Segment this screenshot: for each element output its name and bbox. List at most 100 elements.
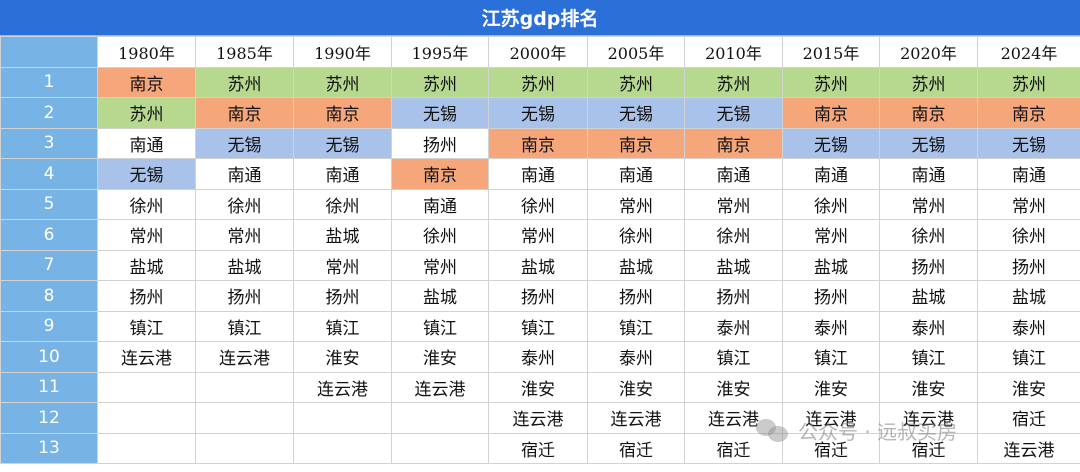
city-cell[interactable]: 苏州 (488, 66, 588, 98)
city-cell[interactable]: 无锡 (97, 158, 196, 190)
city-cell[interactable]: 连云港 (391, 371, 489, 403)
city-cell[interactable] (293, 402, 392, 434)
city-cell[interactable]: 泰州 (488, 341, 588, 373)
city-cell[interactable]: 宿迁 (977, 402, 1080, 434)
city-cell[interactable]: 南通 (391, 188, 489, 220)
city-cell[interactable]: 南通 (782, 158, 880, 190)
city-cell[interactable]: 淮安 (391, 341, 489, 373)
city-cell[interactable]: 常州 (587, 188, 685, 220)
city-cell[interactable]: 连云港 (684, 402, 783, 434)
city-cell[interactable]: 盐城 (293, 219, 392, 251)
year-header[interactable]: 1985年 (195, 36, 294, 68)
city-cell[interactable]: 无锡 (684, 97, 783, 129)
city-cell[interactable]: 苏州 (684, 66, 783, 98)
city-cell[interactable]: 南通 (293, 158, 392, 190)
city-cell[interactable]: 扬州 (488, 280, 588, 312)
city-cell[interactable]: 无锡 (587, 97, 685, 129)
rank-number[interactable]: 5 (0, 188, 98, 220)
rank-number[interactable]: 11 (0, 371, 98, 403)
city-cell[interactable]: 南通 (977, 158, 1080, 190)
city-cell[interactable]: 徐州 (587, 219, 685, 251)
city-cell[interactable] (293, 432, 392, 464)
city-cell[interactable]: 连云港 (97, 341, 196, 373)
city-cell[interactable]: 淮安 (879, 371, 978, 403)
rank-number[interactable]: 4 (0, 158, 98, 190)
city-cell[interactable]: 扬州 (195, 280, 294, 312)
city-cell[interactable]: 无锡 (488, 97, 588, 129)
city-cell[interactable]: 镇江 (879, 341, 978, 373)
city-cell[interactable]: 泰州 (684, 310, 783, 342)
city-cell[interactable]: 扬州 (684, 280, 783, 312)
city-cell[interactable]: 镇江 (684, 341, 783, 373)
city-cell[interactable]: 连云港 (977, 432, 1080, 464)
city-cell[interactable]: 扬州 (97, 280, 196, 312)
city-cell[interactable]: 常州 (97, 219, 196, 251)
city-cell[interactable]: 常州 (782, 219, 880, 251)
city-cell[interactable]: 常州 (391, 249, 489, 281)
city-cell[interactable]: 南通 (97, 127, 196, 159)
city-cell[interactable]: 宿迁 (684, 432, 783, 464)
city-cell[interactable]: 扬州 (977, 249, 1080, 281)
corner-cell[interactable] (0, 36, 98, 68)
city-cell[interactable]: 扬州 (587, 280, 685, 312)
city-cell[interactable]: 盐城 (977, 280, 1080, 312)
year-header[interactable]: 1990年 (293, 36, 392, 68)
city-cell[interactable]: 常州 (684, 188, 783, 220)
year-header[interactable]: 2015年 (782, 36, 880, 68)
city-cell[interactable]: 徐州 (488, 188, 588, 220)
year-header[interactable]: 2000年 (488, 36, 588, 68)
city-cell[interactable] (391, 432, 489, 464)
city-cell[interactable]: 南京 (391, 158, 489, 190)
city-cell[interactable]: 连云港 (195, 341, 294, 373)
city-cell[interactable]: 南京 (977, 97, 1080, 129)
city-cell[interactable]: 镇江 (587, 310, 685, 342)
rank-number[interactable]: 2 (0, 97, 98, 129)
city-cell[interactable] (97, 371, 196, 403)
city-cell[interactable]: 南京 (97, 66, 196, 98)
city-cell[interactable]: 扬州 (391, 127, 489, 159)
city-cell[interactable]: 淮安 (488, 371, 588, 403)
city-cell[interactable]: 无锡 (293, 127, 392, 159)
city-cell[interactable]: 连云港 (488, 402, 588, 434)
city-cell[interactable]: 常州 (488, 219, 588, 251)
city-cell[interactable]: 无锡 (977, 127, 1080, 159)
city-cell[interactable] (195, 432, 294, 464)
city-cell[interactable]: 盐城 (195, 249, 294, 281)
city-cell[interactable]: 徐州 (782, 188, 880, 220)
city-cell[interactable]: 苏州 (782, 66, 880, 98)
city-cell[interactable]: 扬州 (782, 280, 880, 312)
city-cell[interactable]: 淮安 (293, 341, 392, 373)
year-header[interactable]: 1995年 (391, 36, 489, 68)
city-cell[interactable]: 扬州 (293, 280, 392, 312)
year-header[interactable]: 2024年 (977, 36, 1080, 68)
city-cell[interactable]: 扬州 (879, 249, 978, 281)
city-cell[interactable]: 连云港 (879, 402, 978, 434)
city-cell[interactable]: 镇江 (293, 310, 392, 342)
city-cell[interactable]: 泰州 (587, 341, 685, 373)
city-cell[interactable] (97, 432, 196, 464)
city-cell[interactable]: 南京 (587, 127, 685, 159)
city-cell[interactable] (391, 402, 489, 434)
city-cell[interactable]: 盐城 (782, 249, 880, 281)
city-cell[interactable]: 泰州 (782, 310, 880, 342)
city-cell[interactable]: 苏州 (977, 66, 1080, 98)
city-cell[interactable]: 镇江 (977, 341, 1080, 373)
city-cell[interactable]: 宿迁 (782, 432, 880, 464)
city-cell[interactable]: 宿迁 (488, 432, 588, 464)
city-cell[interactable]: 南通 (684, 158, 783, 190)
city-cell[interactable]: 淮安 (587, 371, 685, 403)
rank-number[interactable]: 1 (0, 66, 98, 98)
city-cell[interactable]: 常州 (293, 249, 392, 281)
city-cell[interactable]: 苏州 (587, 66, 685, 98)
city-cell[interactable]: 无锡 (782, 127, 880, 159)
city-cell[interactable]: 南通 (879, 158, 978, 190)
city-cell[interactable]: 徐州 (977, 219, 1080, 251)
rank-number[interactable]: 9 (0, 310, 98, 342)
city-cell[interactable]: 徐州 (879, 219, 978, 251)
city-cell[interactable]: 镇江 (195, 310, 294, 342)
city-cell[interactable]: 镇江 (782, 341, 880, 373)
city-cell[interactable]: 南京 (195, 97, 294, 129)
city-cell[interactable]: 常州 (195, 219, 294, 251)
city-cell[interactable]: 苏州 (879, 66, 978, 98)
city-cell[interactable]: 镇江 (391, 310, 489, 342)
